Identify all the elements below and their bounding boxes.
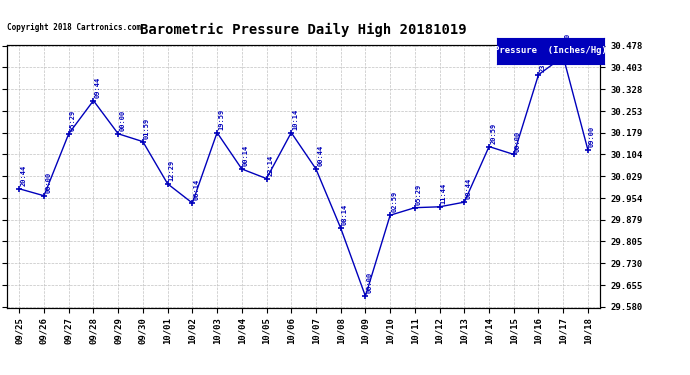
Text: 19:59: 19:59: [218, 109, 224, 130]
Text: 09:44: 09:44: [95, 76, 101, 98]
Text: 00:00: 00:00: [45, 172, 51, 193]
Text: 08:14: 08:14: [342, 204, 348, 225]
Text: 20:44: 20:44: [21, 165, 26, 186]
Text: 05:29: 05:29: [416, 184, 422, 205]
Text: 10:14: 10:14: [293, 109, 298, 130]
Text: 00:00: 00:00: [366, 272, 373, 293]
Text: 00:44: 00:44: [317, 145, 323, 166]
Text: 12:29: 12:29: [169, 160, 175, 181]
Text: 11:44: 11:44: [441, 183, 446, 204]
Text: 00:00: 00:00: [119, 110, 126, 131]
Text: Copyright 2018 Cartronics.com: Copyright 2018 Cartronics.com: [7, 22, 141, 32]
Text: 09:00: 09:00: [589, 126, 595, 147]
Text: 00:00: 00:00: [515, 130, 521, 152]
Text: 20:59: 20:59: [490, 123, 496, 144]
Text: 05:29: 05:29: [70, 110, 76, 131]
Text: 01:59: 01:59: [144, 118, 150, 139]
Text: Barometric Pressure Daily High 20181019: Barometric Pressure Daily High 20181019: [140, 22, 467, 37]
Text: 02:59: 02:59: [391, 191, 397, 213]
Text: 08:00: 08:00: [564, 33, 571, 54]
Text: 08:44: 08:44: [466, 178, 471, 200]
Text: 00:14: 00:14: [243, 145, 249, 166]
Text: Pressure  (Inches/Hg): Pressure (Inches/Hg): [494, 46, 607, 55]
Text: 23:59: 23:59: [540, 51, 546, 72]
Text: 22:14: 22:14: [268, 154, 274, 176]
Text: 06:14: 06:14: [193, 179, 199, 200]
